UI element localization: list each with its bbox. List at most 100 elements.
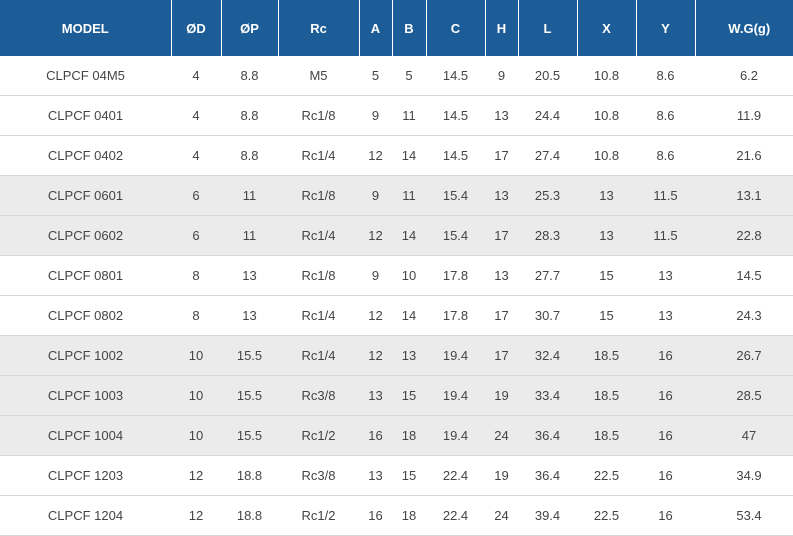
cell-a: 9 [359,95,392,136]
cell-model: CLPCF 0401 [0,95,171,136]
cell-model: CLPCF 0601 [0,175,171,216]
cell-od: 6 [171,215,221,256]
cell-l: 20.5 [518,56,577,96]
cell-c: 14.5 [426,135,485,176]
cell-h: 24 [485,495,518,536]
cell-h: 17 [485,135,518,176]
cell-h: 19 [485,455,518,496]
cell-c: 14.5 [426,56,485,96]
header-a: A [359,0,393,56]
cell-x: 18.5 [577,335,636,376]
table-row: CLPCF 0601 6 11 Rc1/8 9 11 15.4 13 25.3 13 11.5 13.… [0,175,793,216]
cell-od: 12 [171,455,221,496]
cell-op: 15.5 [221,415,278,456]
cell-c: 19.4 [426,335,485,376]
header-model: MODEL [0,0,172,56]
cell-od: 8 [171,255,221,296]
cell-l: 30.7 [518,295,577,336]
cell-c: 22.4 [426,495,485,536]
cell-y: 8.6 [636,135,695,176]
cell-y: 13 [636,255,695,296]
table-row: CLPCF 1203 12 18.8 Rc3/8 13 15 22.4 19 36.4 22.5 1… [0,455,793,496]
cell-y: 13 [636,295,695,336]
table-row: CLPCF 0401 4 8.8 Rc1/8 9 11 14.5 13 24.4 10.8 8.6 1… [0,95,793,136]
cell-l: 24.4 [518,95,577,136]
cell-h: 13 [485,255,518,296]
cell-x: 10.8 [577,135,636,176]
table-row: CLPCF 0802 8 13 Rc1/4 12 14 17.8 17 30.7 15 13 24.3 [0,295,793,336]
cell-b: 11 [392,95,426,136]
cell-a: 13 [359,455,392,496]
cell-c: 19.4 [426,415,485,456]
cell-weight: 22.8 [695,215,793,256]
cell-b: 14 [392,215,426,256]
cell-a: 13 [359,375,392,416]
cell-rc: Rc1/4 [278,295,359,336]
cell-od: 4 [171,95,221,136]
cell-weight: 24.3 [695,295,793,336]
cell-model: CLPCF 04M5 [0,56,171,96]
cell-l: 36.4 [518,415,577,456]
table-body: CLPCF 04M5 4 8.8 M5 5 5 14.5 9 20.5 10.8 8.6 6.2 CLP… [0,56,793,536]
cell-b: 15 [392,375,426,416]
header-y: Y [636,0,696,56]
cell-rc: Rc1/8 [278,95,359,136]
cell-c: 17.8 [426,255,485,296]
cell-weight: 14.5 [695,255,793,296]
cell-l: 25.3 [518,175,577,216]
cell-op: 13 [221,295,278,336]
cell-y: 16 [636,415,695,456]
cell-model: CLPCF 1203 [0,455,171,496]
cell-weight: 13.1 [695,175,793,216]
cell-model: CLPCF 0802 [0,295,171,336]
cell-od: 4 [171,135,221,176]
cell-x: 18.5 [577,415,636,456]
cell-rc: Rc3/8 [278,375,359,416]
cell-h: 9 [485,56,518,96]
table-row: CLPCF 04M5 4 8.8 M5 5 5 14.5 9 20.5 10.8 8.6 6.2 [0,56,793,96]
cell-weight: 53.4 [695,495,793,536]
table-row: CLPCF 0602 6 11 Rc1/4 12 14 15.4 17 28.3 13 11.5 22… [0,215,793,256]
cell-h: 17 [485,295,518,336]
cell-od: 6 [171,175,221,216]
cell-op: 15.5 [221,375,278,416]
cell-op: 13 [221,255,278,296]
cell-weight: 11.9 [695,95,793,136]
cell-a: 12 [359,215,392,256]
cell-weight: 34.9 [695,455,793,496]
cell-l: 27.7 [518,255,577,296]
header-rc: Rc [278,0,360,56]
cell-weight: 28.5 [695,375,793,416]
cell-op: 11 [221,175,278,216]
cell-x: 15 [577,295,636,336]
header-op: ØP [221,0,279,56]
cell-l: 27.4 [518,135,577,176]
cell-l: 28.3 [518,215,577,256]
cell-y: 11.5 [636,215,695,256]
cell-model: CLPCF 0402 [0,135,171,176]
cell-weight: 6.2 [695,56,793,96]
cell-od: 10 [171,375,221,416]
cell-x: 13 [577,215,636,256]
header-row: MODEL ØD ØP Rc A B C H L X Y W.G(g) [0,0,793,56]
cell-l: 39.4 [518,495,577,536]
cell-a: 16 [359,415,392,456]
cell-b: 14 [392,295,426,336]
cell-h: 13 [485,95,518,136]
cell-od: 8 [171,295,221,336]
cell-c: 14.5 [426,95,485,136]
cell-model: CLPCF 0801 [0,255,171,296]
cell-rc: Rc1/2 [278,415,359,456]
cell-y: 8.6 [636,95,695,136]
cell-a: 9 [359,175,392,216]
cell-h: 24 [485,415,518,456]
cell-op: 11 [221,215,278,256]
cell-a: 16 [359,495,392,536]
cell-x: 10.8 [577,56,636,96]
cell-model: CLPCF 1003 [0,375,171,416]
cell-od: 4 [171,56,221,96]
table-header: MODEL ØD ØP Rc A B C H L X Y W.G(g) [0,0,793,56]
header-weight: W.G(g) [695,0,793,56]
cell-rc: Rc1/8 [278,175,359,216]
